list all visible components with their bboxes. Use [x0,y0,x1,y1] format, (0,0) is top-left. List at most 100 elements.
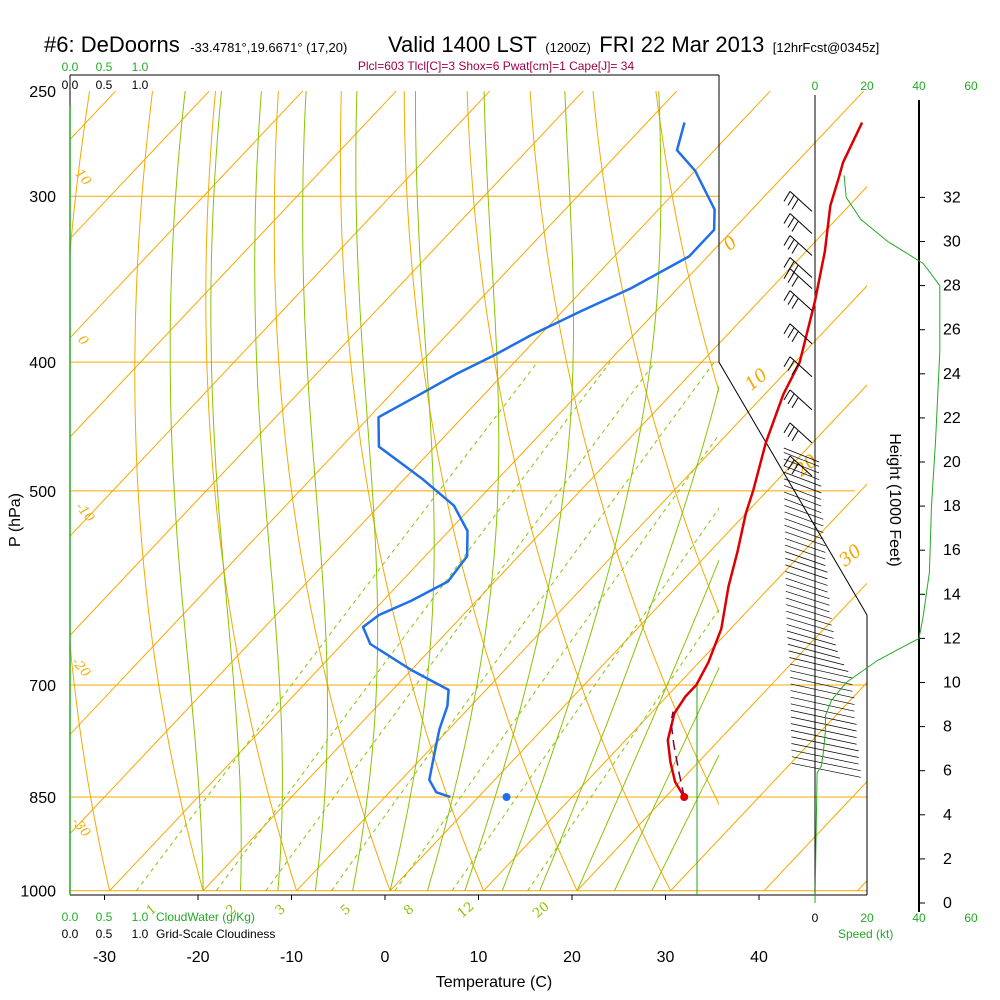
wind-profile-segment [790,683,855,699]
wind-profile-segment [785,597,830,613]
cloudiness-bottom-label-0: 0.0 [62,927,79,941]
wind-barb [789,389,813,411]
moist-adiabat-38 [651,754,719,891]
speed-axis-title: Speed (kt) [838,927,893,941]
speed-top-label-20: 20 [860,79,874,93]
x-tick-label--20: -20 [186,949,209,966]
wind-profile-segment [785,584,830,600]
speed-bottom-label-0: 0 [812,911,819,925]
height-tick-label-24: 24 [943,366,961,383]
mixing-ratio-label-5: 5 [338,902,354,919]
dry-adiabat--30 [0,91,27,891]
wind-profile-segment [789,657,849,672]
wind-barb-feather [791,430,799,442]
wind-profile-segment [791,756,861,772]
surface-temperature-dot [680,793,689,801]
wind-barb-feather [787,239,795,250]
isotherm--90 [70,90,210,240]
mixing-ratio-label-8: 8 [401,902,417,919]
wind-profile-segment [784,544,826,560]
isotherm--80 [70,90,304,339]
height-axis-title: Height (1000 Feet) [886,433,903,566]
mixing-ratio-line-3 [265,361,656,891]
wind-profile-segment [787,643,841,659]
moist-adiabats [169,91,719,891]
wind-profile-segment [785,557,828,573]
speed-top-label-0: 0 [812,79,819,93]
dry-adiabat-label--10: -10 [72,500,97,526]
isotherm-label-20: 20 [790,450,822,481]
wind-barb-feather [783,323,791,334]
height-tick-label-22: 22 [943,410,961,427]
isotherm-label-10: 10 [741,364,772,395]
speed-bottom-label-40: 40 [912,911,926,925]
isotherm--10 [202,185,867,892]
wind-profile-segment [785,590,830,606]
wind-profile-segment [784,478,822,494]
x-tick-label-40: 40 [750,949,768,966]
dry-adiabat-label-10: 10 [72,167,94,189]
mixing-ratio-lines [136,361,719,892]
height-tick-label-32: 32 [943,189,961,206]
wind-barb [789,356,813,378]
cloudwater-top-label-2: 1.0 [132,60,149,74]
moist-adiabat-18 [464,91,574,891]
x-tick-label-0: 0 [381,949,390,966]
wind-barb-feather [783,257,791,268]
x-tick-label-10: 10 [470,949,488,966]
wind-barb [789,235,813,256]
wind-barb-feather [791,364,799,376]
mixing-ratio-label-20: 20 [530,899,552,921]
moist-adiabat-6 [352,91,379,891]
wind-profile-segment [786,604,832,619]
wind-profile-segment [790,690,855,705]
chart-title: #6: DeDoorns -33.4781°,19.6671° (17,20) [44,32,347,57]
moist-adiabat-14 [427,91,500,891]
dry-adiabat-label--20: -20 [68,655,93,681]
moist-adiabat-10 [389,91,435,891]
x-tick-label-20: 20 [563,949,581,966]
wind-profile-segment [786,610,832,626]
height-tick-label-30: 30 [943,234,961,251]
isotherm--70 [70,90,397,438]
dry-adiabat-70 [655,91,719,394]
wind-profile-segment [790,670,853,686]
pressure-label-1000: 1000 [20,884,56,901]
wind-profile-segment [783,452,820,467]
isotherm--20 [109,90,865,892]
height-tick-label-16: 16 [943,542,961,559]
station-name: #6: DeDoorns [44,32,180,57]
wind-barb-feather [787,327,795,338]
wind-barb [789,290,813,311]
wind-barb-feather [787,393,795,405]
isotherm-0 [296,285,867,892]
wind-profile-segment [784,511,824,527]
mixing-ratio-line-5 [330,361,715,891]
wind-barb-feather [783,191,791,202]
height-tick-label-18: 18 [943,498,961,515]
x-axis-title: Temperature (C) [436,974,552,991]
height-tick-label-6: 6 [943,763,952,780]
dry-adiabat-label-0: 0 [74,333,91,349]
dry-adiabat-60 [592,91,719,614]
isotherm--50 [70,90,584,637]
cloud-profile [814,175,941,904]
wind-profile-segment [784,471,822,487]
cloudiness-bottom-label-1: 0.5 [96,927,113,941]
moist-adiabat--6 [210,91,242,891]
cloudiness-top-label-0: 0.0 [62,78,79,92]
pressure-label-400: 400 [29,355,56,372]
cloudwater-axis-title: CloudWater (g/Kg) [156,910,255,924]
pressure-label-700: 700 [29,678,56,695]
wind-barb-feather [787,426,795,438]
mixing-ratio-label-3: 3 [273,902,289,919]
height-tick-label-26: 26 [943,322,961,339]
height-tick-label-20: 20 [943,454,961,471]
wind-barb-feather [787,459,795,471]
wind-profile-segment [791,762,861,778]
wind-profile-segment [784,538,826,553]
isotherm-label-0: 0 [719,232,741,255]
wind-profile-segment [784,485,822,500]
cloudwater-bottom-label-0: 0.0 [62,910,79,924]
wind-barb [789,422,813,444]
